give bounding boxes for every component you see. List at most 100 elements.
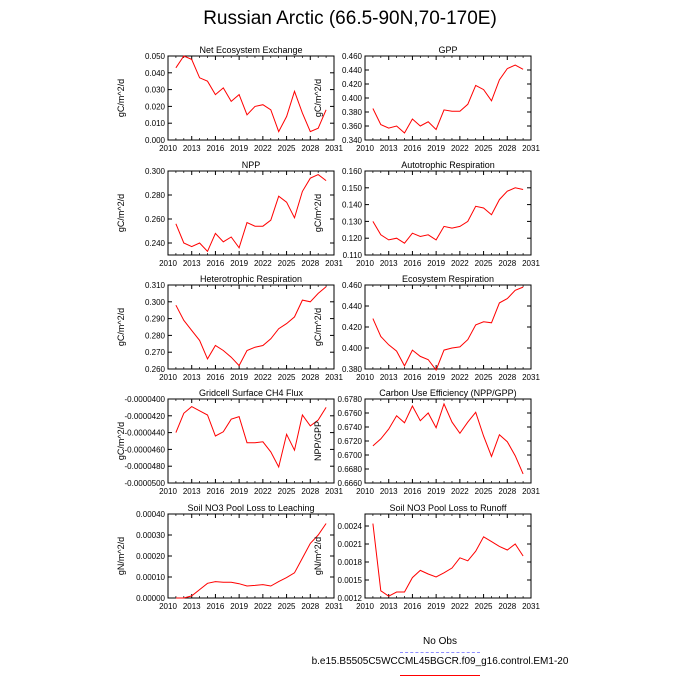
y-tick-label: -0.0000400 [125,395,166,404]
x-tick-label: 2028 [498,144,516,153]
x-tick-label: 2016 [404,144,422,153]
y-axis-label: gC/m^2/d [313,194,323,232]
series-line-1 [372,523,524,597]
x-tick-label: 2019 [230,373,248,382]
y-tick-label: 0.380 [342,365,363,374]
y-tick-label: 0.260 [145,365,166,374]
x-tick-label: 2031 [522,144,540,153]
y-axis-label: gC/m^2/d [313,308,323,346]
chart-panel-10: Soil NO3 Pool Loss to Runoff gN/m^2/d 2010… [313,503,540,611]
x-tick-label: 2031 [325,487,343,496]
y-tick-label: 0.380 [342,108,363,117]
y-tick-label: 0.280 [145,331,166,340]
plot-frame [167,55,335,141]
x-tick-label: 2022 [254,259,272,268]
x-tick-label: 2016 [404,487,422,496]
x-tick-label: 2013 [183,259,201,268]
x-tick-label: 2010 [356,373,374,382]
y-tick-label: 0.290 [145,315,166,324]
y-tick-label: 0.0015 [338,576,363,585]
chart-panel-1: Net Ecosystem Exchange gC/m^2/d 2010 2013 20… [116,45,343,153]
x-tick-label: 2028 [301,144,319,153]
panel-title: Carbon Use Efficiency (NPP/GPP) [379,388,516,398]
plot-frame [167,170,335,256]
y-tick-label: -0.0000480 [125,462,166,471]
x-tick-label: 2016 [404,602,422,611]
x-tick-label: 2010 [159,373,177,382]
panel-title: Soil NO3 Pool Loss to Leaching [187,503,314,513]
y-tick-label: 0.040 [145,69,166,78]
panel-title: Ecosystem Respiration [402,274,494,284]
x-tick-label: 2031 [522,259,540,268]
x-tick-label: 2016 [207,602,225,611]
y-tick-label: 0.6660 [338,479,363,488]
y-tick-label: 0.6760 [338,409,363,418]
x-tick-label: 2013 [380,144,398,153]
plot-frame [364,284,532,370]
x-tick-label: 2010 [159,487,177,496]
y-tick-label: 0.310 [145,281,166,290]
x-tick-label: 2019 [230,602,248,611]
panel-title: Heterotrophic Respiration [200,274,302,284]
chart-panel-4: Autotrophic Respiration gC/m^2/d 2010 2013 2… [313,160,540,268]
y-tick-label: 0.6680 [338,465,363,474]
y-tick-label: 0.00040 [136,510,165,519]
y-tick-label: 0.6780 [338,395,363,404]
x-tick-label: 2025 [278,259,296,268]
y-tick-label: 0.140 [342,201,363,210]
y-tick-label: 0.00010 [136,573,165,582]
y-tick-label: 0.160 [342,167,363,176]
y-tick-label: 0.280 [145,191,166,200]
chart-panel-9: Soil NO3 Pool Loss to Leaching gN/m^2/d 20… [116,503,343,611]
y-tick-label: -0.0000500 [125,479,166,488]
x-tick-label: 2019 [230,259,248,268]
y-tick-label: 0.260 [145,215,166,224]
x-tick-label: 2010 [356,487,374,496]
x-tick-label: 2028 [498,373,516,382]
y-tick-label: 0.340 [342,136,363,145]
x-tick-label: 2016 [207,487,225,496]
plot-frame [364,170,532,256]
y-tick-label: 0.420 [342,80,363,89]
chart-panel-5: Heterotrophic Respiration gC/m^2/d 2010 201… [116,274,343,382]
series-line-1 [175,405,327,469]
plot-frame [364,513,532,599]
y-tick-label: 0.240 [145,239,166,248]
legend-obs-line [400,652,480,653]
x-tick-label: 2031 [325,144,343,153]
y-tick-label: 0.000 [145,136,166,145]
y-tick-label: 0.460 [342,52,363,61]
x-tick-label: 2028 [498,602,516,611]
x-tick-label: 2025 [278,144,296,153]
x-tick-label: 2031 [325,602,343,611]
y-tick-label: 0.150 [342,184,363,193]
x-tick-label: 2016 [207,144,225,153]
x-tick-label: 2013 [380,373,398,382]
y-tick-label: 0.0018 [338,558,363,567]
x-tick-label: 2028 [498,259,516,268]
y-tick-label: 0.440 [342,302,363,311]
plot-frame [167,284,335,370]
y-tick-label: 0.0012 [338,594,363,603]
y-tick-label: 0.120 [342,234,363,243]
x-tick-label: 2010 [159,259,177,268]
x-tick-label: 2016 [207,373,225,382]
y-axis-label: NPP/GPP [313,421,323,461]
x-tick-label: 2022 [451,144,469,153]
y-tick-label: -0.0000460 [125,445,166,454]
x-tick-label: 2010 [159,602,177,611]
y-tick-label: 0.420 [342,323,363,332]
x-tick-label: 2031 [522,373,540,382]
legend-ctl-label: b.e15.B5505C5WCCML45BGCR.f09_g16.control… [311,656,569,667]
x-tick-label: 2022 [254,602,272,611]
series-line-1 [175,174,327,253]
x-tick-label: 2019 [427,487,445,496]
series-line-1 [372,402,524,475]
x-tick-label: 2022 [254,144,272,153]
x-tick-label: 2025 [278,373,296,382]
x-tick-label: 2025 [475,144,493,153]
x-tick-label: 2022 [451,487,469,496]
x-tick-label: 2013 [380,487,398,496]
x-tick-label: 2016 [404,259,422,268]
